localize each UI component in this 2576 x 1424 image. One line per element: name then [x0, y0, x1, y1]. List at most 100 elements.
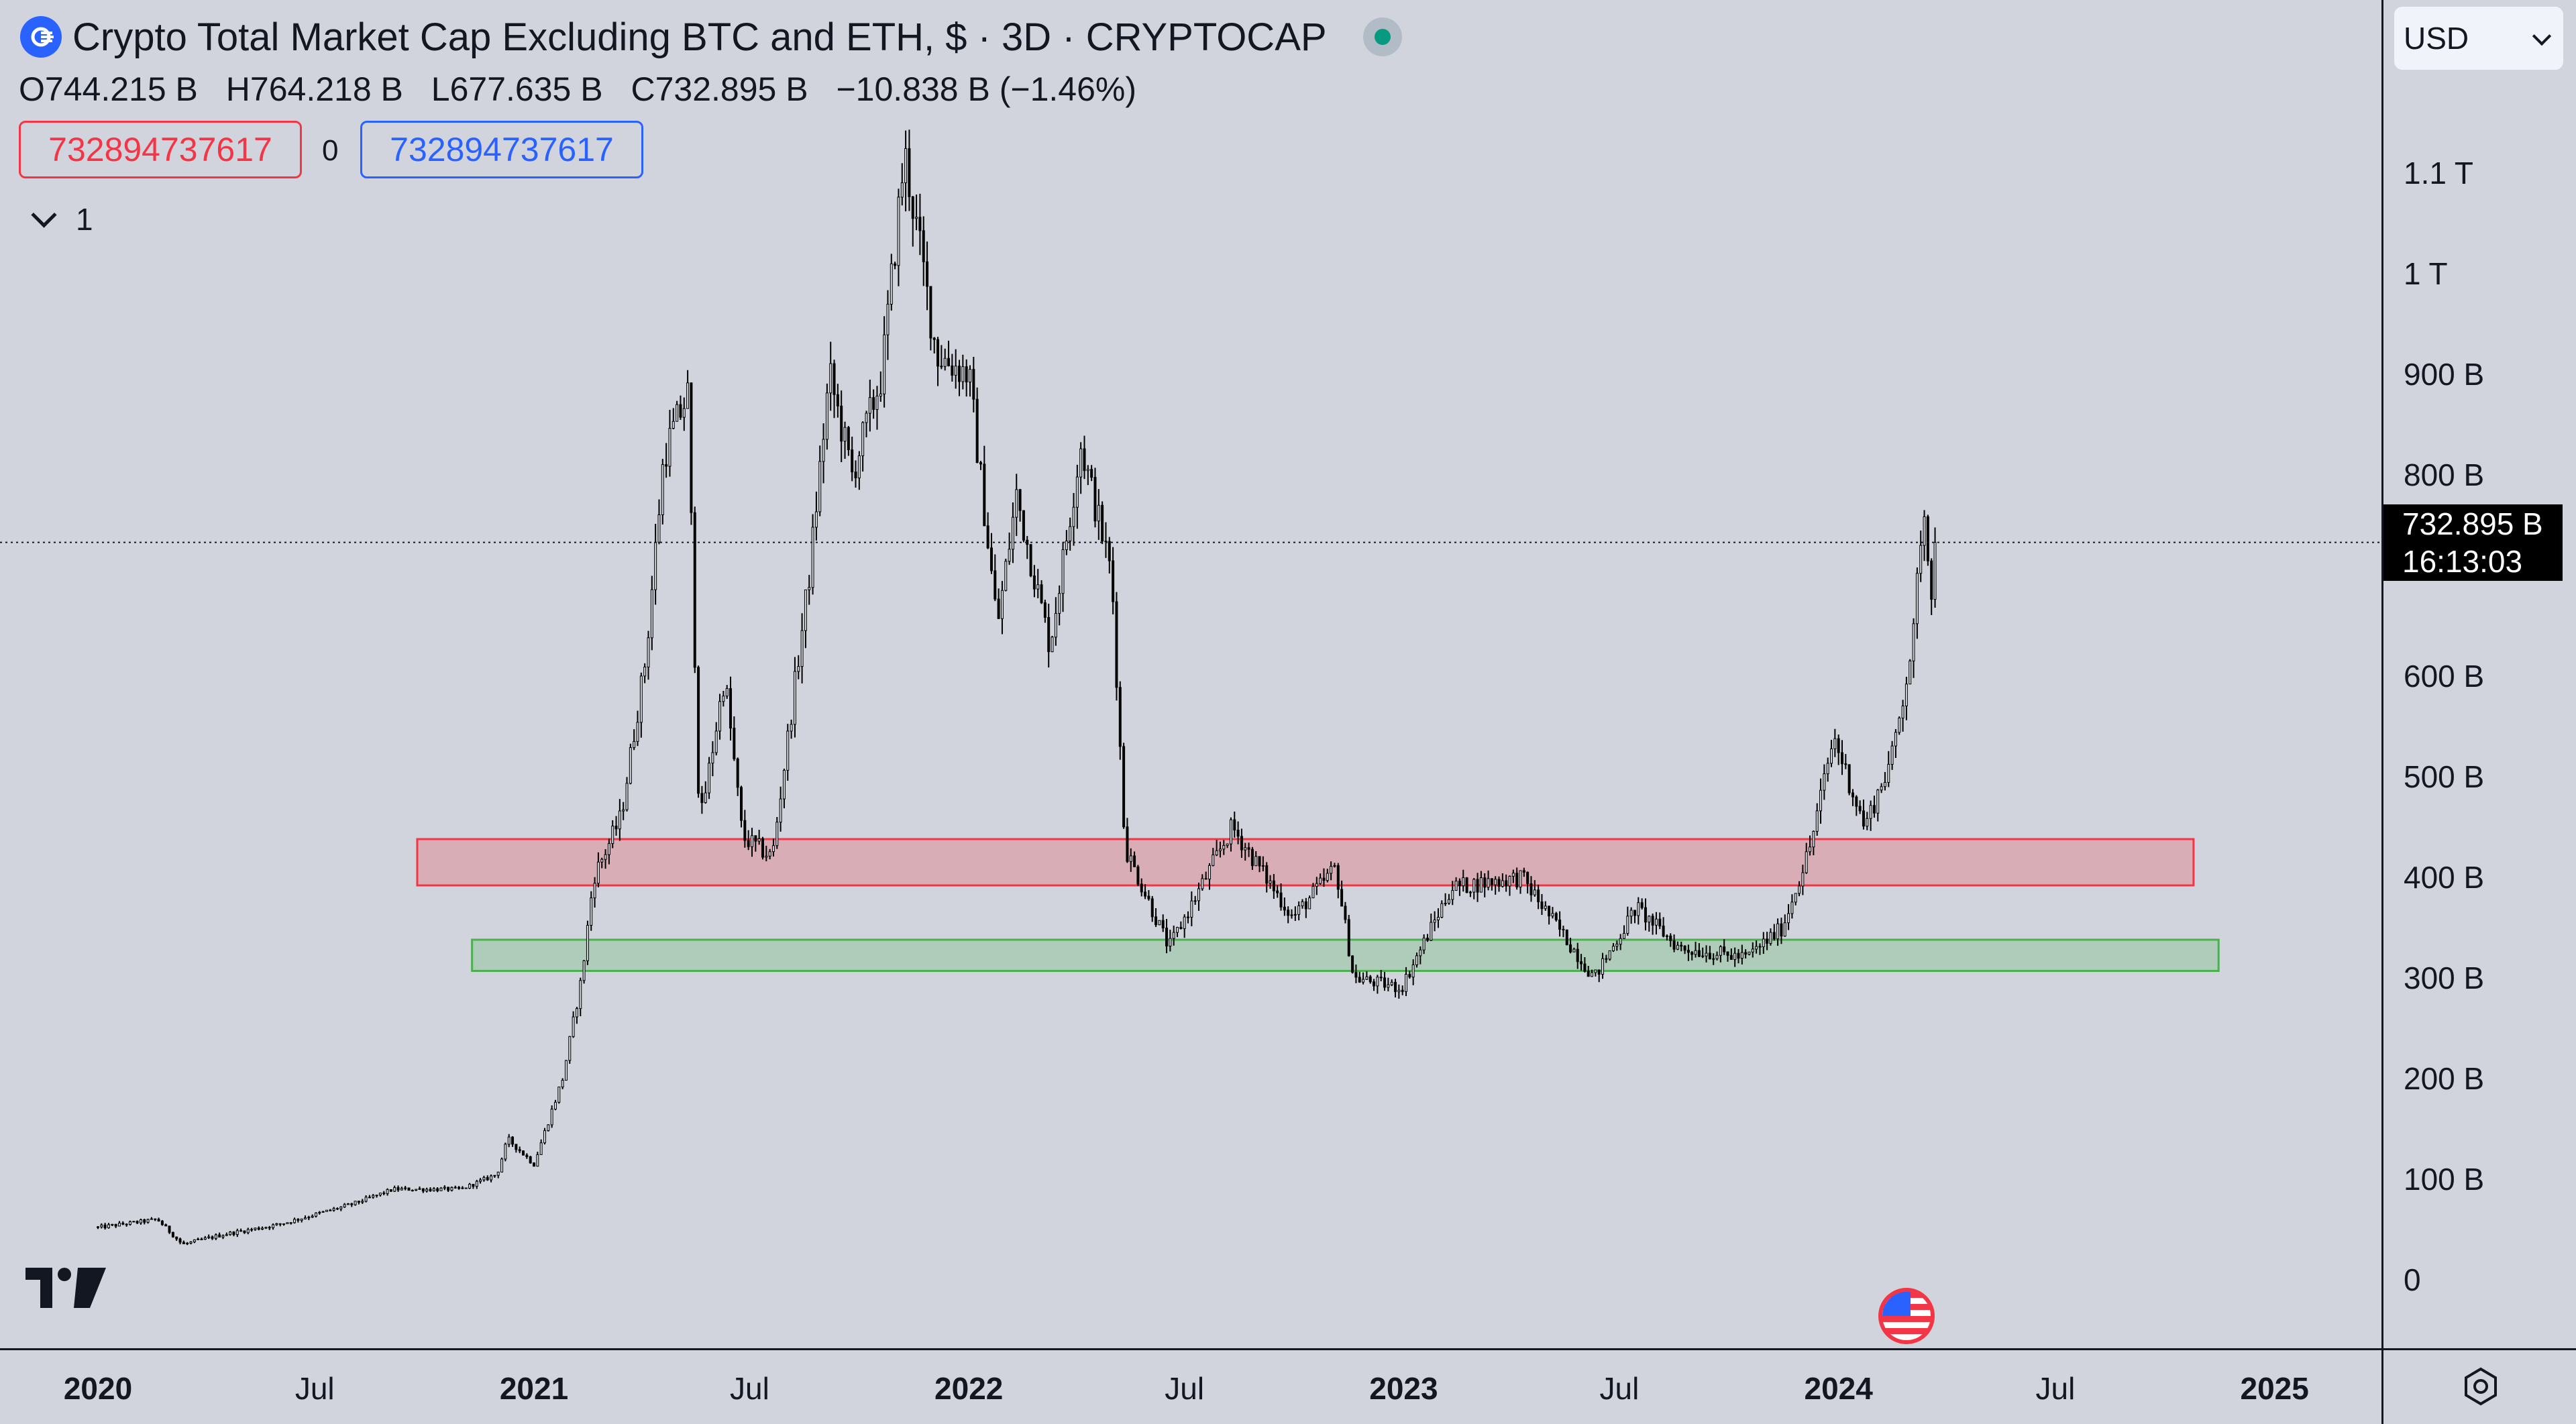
candle	[1161, 914, 1165, 932]
candle	[1387, 977, 1390, 991]
candle	[1594, 969, 1597, 977]
candle	[1511, 869, 1515, 883]
indicators-toggle[interactable]: 1	[31, 201, 93, 237]
candle	[1193, 895, 1197, 905]
candle	[1483, 873, 1487, 897]
candle	[1093, 468, 1097, 528]
candle	[1250, 846, 1254, 870]
candle	[229, 1231, 232, 1236]
candle	[804, 589, 807, 649]
candle	[154, 1218, 157, 1221]
candle	[883, 316, 886, 408]
candle	[929, 286, 932, 351]
candle	[1912, 618, 1915, 678]
candle	[1612, 942, 1615, 952]
candle	[1733, 947, 1737, 967]
candle	[1683, 945, 1686, 954]
candle	[1368, 975, 1372, 984]
candle	[1540, 893, 1544, 916]
resistance-zone[interactable]	[416, 838, 2195, 887]
candle	[261, 1226, 264, 1230]
candle	[922, 216, 925, 286]
price-tick-label: 1.1 T	[2404, 156, 2473, 190]
candle	[164, 1223, 168, 1227]
candle	[1208, 863, 1211, 890]
candle	[232, 1231, 235, 1237]
market-status-icon[interactable]	[1362, 17, 1402, 56]
buy-button[interactable]: 732894737617	[360, 121, 643, 178]
candle	[1887, 751, 1890, 787]
chart-settings-corner[interactable]	[2381, 1348, 2576, 1424]
candle	[600, 857, 604, 869]
candle	[136, 1220, 139, 1224]
currency-label: USD	[2404, 21, 2469, 56]
candle	[879, 371, 882, 402]
candle	[954, 349, 957, 389]
sell-button[interactable]: 732894737617	[19, 121, 302, 178]
candle	[1462, 869, 1465, 892]
candle	[235, 1228, 239, 1238]
open-value: O744.215 B	[19, 70, 198, 108]
candle	[936, 337, 940, 386]
candle	[97, 1225, 99, 1229]
candle	[972, 356, 975, 413]
candle	[107, 1223, 110, 1229]
candle	[811, 514, 814, 595]
candle	[1472, 878, 1476, 899]
time-scale[interactable]: 2020 Jul 2021 Jul 2022 Jul 2023 Jul 2024 Jul 2025	[0, 1348, 2381, 1424]
candle	[189, 1241, 193, 1245]
candle	[754, 835, 757, 852]
candle	[1608, 950, 1611, 961]
chart-pane[interactable]: Crypto Total Market Cap Excluding BTC an…	[0, 0, 2381, 1348]
candle	[1293, 906, 1297, 922]
symbol-legend[interactable]: Crypto Total Market Cap Excluding BTC an…	[20, 15, 1402, 59]
candle	[1405, 967, 1407, 997]
price-scale[interactable]: USD 1.1 T 1 T 900 B 800 B 600 B 500 B 400 B 300…	[2381, 0, 2576, 1348]
candle	[504, 1142, 507, 1162]
currency-select[interactable]: USD	[2394, 7, 2563, 70]
price-tick-label: 0	[2404, 1262, 2421, 1297]
candle	[1644, 898, 1647, 931]
candle	[1723, 939, 1726, 955]
candle	[668, 409, 672, 477]
candle	[1894, 728, 1897, 759]
symbol-title[interactable]: Crypto Total Market Cap Excluding BTC an…	[72, 15, 1327, 59]
candle	[1705, 945, 1708, 963]
candle	[1686, 944, 1690, 961]
candle	[132, 1221, 136, 1223]
tradingview-logo-icon[interactable]	[25, 1268, 106, 1314]
candle	[825, 383, 828, 450]
candle	[1572, 947, 1576, 952]
candle	[1340, 880, 1344, 907]
support-zone[interactable]	[471, 938, 2220, 972]
us-flag-icon[interactable]	[1878, 1288, 1935, 1344]
candle	[128, 1220, 131, 1226]
candle	[114, 1223, 117, 1228]
candle	[1129, 848, 1132, 872]
candle	[1172, 925, 1175, 946]
chart-canvas[interactable]	[0, 0, 2381, 1348]
candle	[1833, 728, 1837, 757]
candle	[1476, 873, 1479, 902]
candle	[335, 1207, 339, 1210]
candle	[543, 1128, 546, 1145]
candle	[293, 1217, 297, 1224]
candle	[1708, 946, 1711, 960]
candle	[1554, 912, 1558, 922]
candle	[958, 360, 961, 396]
candle	[1919, 530, 1923, 582]
candle	[1401, 985, 1404, 995]
candle	[575, 1007, 578, 1024]
candle	[432, 1187, 435, 1192]
candle	[207, 1234, 211, 1240]
current-price-label: 732.895 B 16:13:03	[2383, 504, 2563, 581]
candle	[1150, 895, 1154, 922]
candle	[1304, 897, 1307, 918]
candle	[1236, 821, 1240, 844]
settings-gear-icon[interactable]	[2461, 1366, 2501, 1407]
candle	[557, 1086, 561, 1104]
candle	[1565, 929, 1568, 946]
candle	[1451, 881, 1454, 906]
candle	[157, 1217, 160, 1222]
candle	[264, 1226, 268, 1229]
